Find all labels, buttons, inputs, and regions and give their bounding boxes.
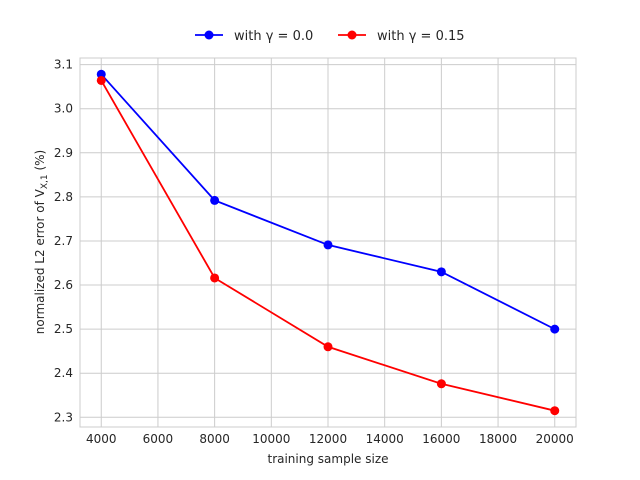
x-tick-label: 8000 bbox=[199, 432, 230, 446]
x-tick-label: 20000 bbox=[536, 432, 574, 446]
y-tick-label: 2.4 bbox=[54, 366, 73, 380]
y-tick-label: 2.5 bbox=[54, 322, 73, 336]
y-axis-label-main: normalized L2 error of V bbox=[33, 188, 47, 334]
y-tick-label: 2.9 bbox=[54, 146, 73, 160]
x-tick-label: 6000 bbox=[143, 432, 174, 446]
y-tick-label: 3.0 bbox=[54, 102, 73, 116]
legend: with γ = 0.0 with γ = 0.15 bbox=[195, 29, 465, 44]
x-tick-label: 12000 bbox=[309, 432, 347, 446]
data-point bbox=[436, 267, 446, 277]
y-axis-label-suffix: (%) bbox=[33, 150, 47, 175]
x-tick-label: 4000 bbox=[86, 432, 117, 446]
y-tick-label: 2.6 bbox=[54, 278, 73, 292]
y-axis-label: normalized L2 error of VX,1 (%) bbox=[33, 150, 50, 334]
data-point bbox=[550, 406, 560, 416]
y-tick-label: 2.8 bbox=[54, 190, 73, 204]
data-point bbox=[323, 240, 333, 250]
legend-marker bbox=[204, 30, 214, 40]
legend-marker bbox=[347, 30, 357, 40]
legend-label: with γ = 0.0 bbox=[234, 29, 313, 44]
x-tick-label: 16000 bbox=[422, 432, 460, 446]
y-tick-label: 3.1 bbox=[54, 58, 73, 72]
legend-label: with γ = 0.15 bbox=[377, 29, 465, 44]
x-tick-label: 18000 bbox=[479, 432, 517, 446]
data-point bbox=[96, 75, 106, 85]
data-point bbox=[550, 324, 560, 334]
y-axis-label-subscript: X,1 bbox=[40, 174, 50, 189]
x-tick-label: 10000 bbox=[252, 432, 290, 446]
x-axis-label: training sample size bbox=[267, 452, 388, 466]
data-point bbox=[323, 342, 333, 352]
axis-ticks: 4000 6000 8000 10000 12000 14000 16000 18000 200… bbox=[54, 58, 574, 446]
data-series bbox=[96, 69, 560, 416]
y-tick-label: 2.3 bbox=[54, 410, 73, 424]
data-point bbox=[210, 273, 220, 283]
data-point bbox=[96, 69, 106, 79]
x-tick-label: 14000 bbox=[366, 432, 404, 446]
data-point bbox=[436, 379, 446, 389]
plot-frame bbox=[79, 57, 577, 428]
data-point bbox=[210, 195, 220, 205]
y-tick-label: 2.7 bbox=[54, 234, 73, 248]
